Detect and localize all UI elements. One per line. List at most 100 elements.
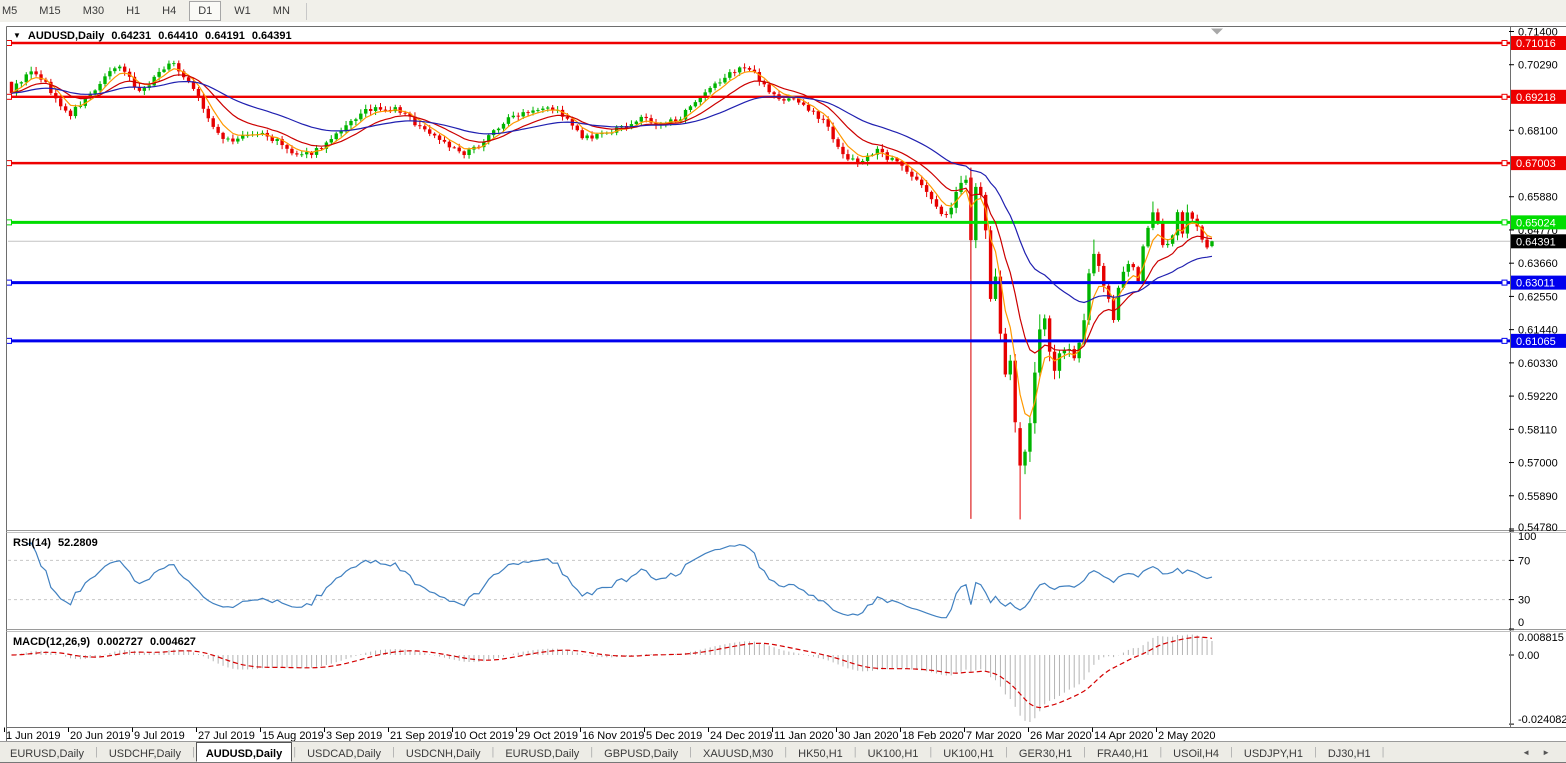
chart-shift-marker-icon	[1211, 28, 1223, 35]
chart-tab-USDJPY-H1[interactable]: USDJPY,H1	[1243, 747, 1303, 760]
ohlc-low: 0.64191	[205, 30, 245, 42]
svg-text:0.70290: 0.70290	[1518, 60, 1558, 72]
svg-text:10 Oct 2019: 10 Oct 2019	[454, 730, 514, 742]
chart-tab-HK50-H1[interactable]: HK50,H1	[798, 747, 843, 760]
price-axis: 0.714000.702900.681000.658800.647700.636…	[1509, 27, 1566, 630]
svg-text:2 May 2020: 2 May 2020	[1158, 730, 1215, 742]
tab-separator: |	[590, 746, 594, 758]
svg-text:0.60330: 0.60330	[1518, 358, 1558, 370]
svg-text:16 Nov 2019: 16 Nov 2019	[582, 730, 644, 742]
macd-panel-title: MACD(12,26,9) 0.002727 0.004627	[13, 636, 200, 648]
toolbar-separator	[305, 2, 307, 20]
svg-text:0.00: 0.00	[1518, 650, 1539, 662]
hline-objects[interactable]	[6, 39, 1511, 344]
chart-tab-GER30-H1[interactable]: GER30,H1	[1018, 747, 1073, 760]
tab-separator: |	[491, 746, 495, 758]
tab-separator: |	[853, 746, 857, 758]
tab-separator: |	[1159, 746, 1163, 758]
svg-text:18 Feb 2020: 18 Feb 2020	[902, 730, 964, 742]
tab-separator: |	[293, 746, 297, 758]
chart-tab-XAUUSD-M30[interactable]: XAUUSD,M30	[702, 747, 774, 760]
svg-text:29 Oct 2019: 29 Oct 2019	[518, 730, 578, 742]
rsi-value: 52.2809	[57, 537, 98, 549]
date-axis: 1 Jun 2019 20 Jun 2019 9 Jul 2019 27 Jul 20…	[4, 727, 1215, 742]
svg-text:11 Jan 2020: 11 Jan 2020	[774, 730, 834, 742]
svg-text:0: 0	[1518, 617, 1524, 629]
svg-text:26 Mar 2020: 26 Mar 2020	[1030, 730, 1092, 742]
rsi-line	[26, 542, 1213, 619]
tab-separator: |	[1313, 746, 1317, 758]
timeframe-button-W1[interactable]: W1	[234, 5, 251, 17]
timeframe-button-H4[interactable]: H4	[162, 5, 177, 17]
timeframe-button-MN[interactable]: MN	[272, 5, 290, 17]
svg-text:0.62550: 0.62550	[1518, 291, 1558, 303]
chart-tab-DJ30-H1[interactable]: DJ30,H1	[1327, 747, 1371, 760]
timeframe-toolbar: M5 M15 M30 H1 H4 D1 W1 MN	[0, 0, 1566, 22]
rsi-panel-title: RSI(14) 52.2809	[13, 537, 102, 549]
chart-tab-EURUSD-Daily[interactable]: EURUSD,Daily	[10, 747, 84, 760]
tab-separator: |	[1381, 746, 1385, 758]
tab-separator: |	[784, 746, 788, 758]
ohlc-close: 0.64391	[251, 30, 292, 42]
chart-tab-USOil-H4[interactable]: USOil,H4	[1173, 747, 1220, 760]
timeframe-button-M30[interactable]: M30	[82, 5, 105, 17]
timeframe-button-M15[interactable]: M15	[39, 5, 61, 17]
timeframe-button-M5[interactable]: M5	[2, 5, 18, 17]
svg-text:0.71400: 0.71400	[1518, 27, 1558, 39]
chart-tabbar: EURUSD,Daily | USDCHF,Daily | AUDUSD,Daily | U…	[0, 741, 1566, 763]
svg-text:7 Mar 2020: 7 Mar 2020	[966, 730, 1022, 742]
svg-text:24 Dec 2019: 24 Dec 2019	[710, 730, 772, 742]
tab-separator: |	[1083, 746, 1086, 758]
svg-text:-0.024082: -0.024082	[1518, 714, 1566, 726]
svg-text:100: 100	[1518, 531, 1536, 543]
chart-tab-GBPUSD-Daily[interactable]: GBPUSD,Daily	[604, 747, 679, 760]
tab-separator: |	[1005, 746, 1008, 758]
macd-signal-line	[11, 636, 1213, 709]
svg-text:15 Aug 2019: 15 Aug 2019	[262, 730, 324, 742]
svg-text:27 Jul 2019: 27 Jul 2019	[198, 730, 255, 742]
tab-separator: |	[689, 746, 692, 758]
chart-dropdown-icon[interactable]: ▼	[13, 31, 21, 40]
timeframe-button-D1[interactable]: D1	[189, 1, 222, 21]
svg-text:70: 70	[1518, 555, 1530, 567]
chart-tab-UK100-H1[interactable]: UK100,H1	[943, 747, 995, 760]
svg-text:0.71016: 0.71016	[1516, 38, 1556, 50]
svg-text:30: 30	[1518, 595, 1530, 607]
chart-tab-USDCNH-Daily[interactable]: USDCNH,Daily	[405, 747, 481, 760]
ohlc-high: 0.64410	[158, 30, 198, 42]
chart-tab-USDCAD-Daily[interactable]: USDCAD,Daily	[307, 747, 382, 760]
svg-text:0.67003: 0.67003	[1516, 158, 1556, 170]
macd-histogram	[15, 634, 1213, 722]
chart-symbol-label: AUDUSD,Daily	[27, 30, 105, 42]
svg-text:0.64391: 0.64391	[1516, 236, 1556, 248]
svg-text:30 Jan 2020: 30 Jan 2020	[838, 730, 899, 742]
svg-text:0.57000: 0.57000	[1518, 458, 1558, 470]
macd-signal-value: 0.004627	[150, 636, 196, 648]
svg-text:21 Sep 2019: 21 Sep 2019	[390, 730, 452, 742]
tabs-scroll-left-icon[interactable]: ◄	[1522, 747, 1531, 757]
chart-tab-UK100-H1[interactable]: UK100,H1	[867, 747, 919, 760]
svg-text:0.54780: 0.54780	[1518, 522, 1558, 534]
svg-text:0.63011: 0.63011	[1516, 278, 1555, 290]
svg-text:0.63660: 0.63660	[1518, 258, 1558, 270]
rsi-label: RSI(14)	[13, 537, 51, 549]
chart-tab-FRA40-H1[interactable]: FRA40,H1	[1096, 747, 1149, 760]
svg-text:0.68100: 0.68100	[1518, 125, 1558, 137]
chart-tab-USDCHF-Daily[interactable]: USDCHF,Daily	[108, 747, 181, 760]
tab-scroll-arrows: ◄ ►	[1522, 742, 1566, 762]
svg-text:14 Apr 2020: 14 Apr 2020	[1094, 730, 1153, 742]
tab-separator: |	[929, 746, 933, 758]
svg-text:0.69218: 0.69218	[1516, 92, 1556, 104]
tabs-scroll-right-icon[interactable]: ►	[1542, 747, 1550, 757]
svg-text:0.55890: 0.55890	[1518, 491, 1558, 503]
chart-tab-AUDUSD-Daily[interactable]: AUDUSD,Daily	[195, 742, 293, 762]
chart-tab-EURUSD-Daily[interactable]: EURUSD,Daily	[505, 747, 580, 760]
svg-text:5 Dec 2019: 5 Dec 2019	[646, 730, 702, 742]
timeframe-button-H1[interactable]: H1	[126, 5, 141, 17]
svg-text:0.65880: 0.65880	[1518, 192, 1558, 204]
svg-text:3 Sep 2019: 3 Sep 2019	[326, 730, 382, 742]
macd-main-value: 0.002727	[97, 636, 143, 648]
svg-text:0.65024: 0.65024	[1516, 217, 1556, 229]
